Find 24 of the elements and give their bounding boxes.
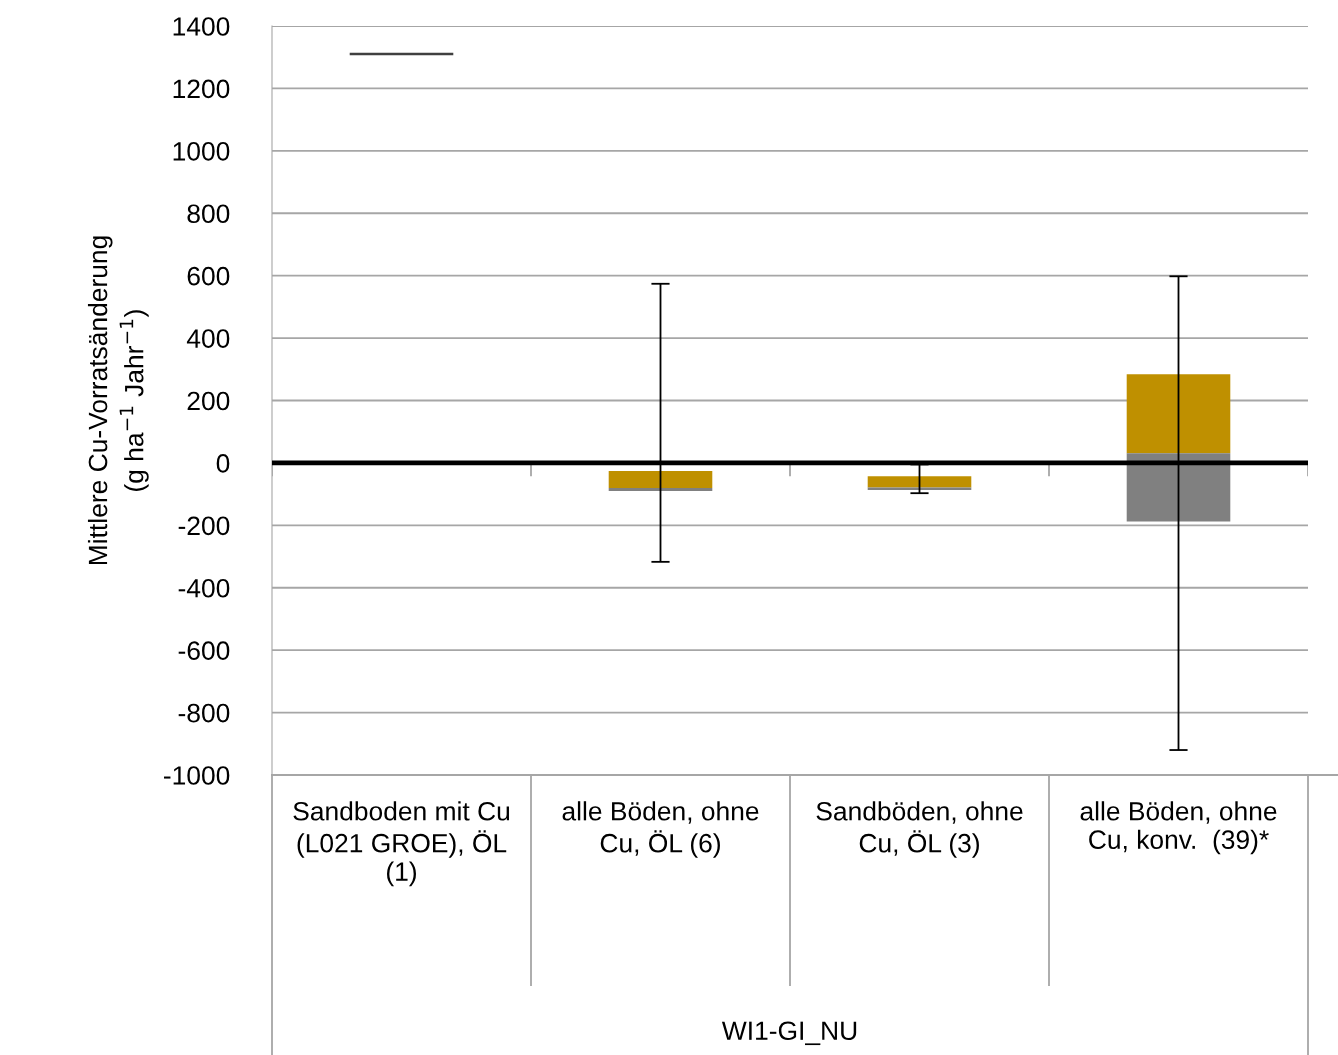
bar (608, 471, 713, 488)
y-tick-label: -400 (178, 578, 230, 598)
x-tick-label: alle Böden, ohne Cu, konv. (39)* (1080, 801, 1277, 855)
y-tick-label: -600 (178, 641, 230, 660)
bar (608, 487, 713, 491)
y-axis-title: Mittlere Cu-Vorratsänderung (g ha$^{−1}$ Jahr$^{−1}$) (87, 236, 149, 565)
y-tick-label: -1000 (164, 766, 230, 785)
bar (867, 476, 972, 488)
y-tick-label: 1000 (173, 141, 230, 161)
bar (1126, 453, 1231, 522)
x-tick-label: Sandböden, ohne Cu, ÖL (3) (816, 801, 1023, 858)
y-tick-label: 800 (187, 204, 230, 224)
y-tick-label: 1200 (173, 79, 230, 99)
bar (1126, 374, 1231, 454)
x-tick-label: Sandboden mit Cu (L021 GROE), ÖL (1) (293, 801, 510, 887)
y-tick-label: 400 (186, 329, 230, 348)
y-tick-label: -800 (178, 703, 230, 723)
y-tick-label: 200 (187, 391, 230, 411)
y-tick-label: 1400 (173, 17, 230, 36)
y-tick-label: 600 (187, 266, 230, 286)
x-tick-label: alle Böden, ohne Cu, ÖL (6) (562, 801, 759, 858)
y-tick-label: 0 (216, 454, 230, 473)
text: WI1-GI_NU (721, 1021, 857, 1046)
y-tick-label: -200 (178, 516, 230, 536)
